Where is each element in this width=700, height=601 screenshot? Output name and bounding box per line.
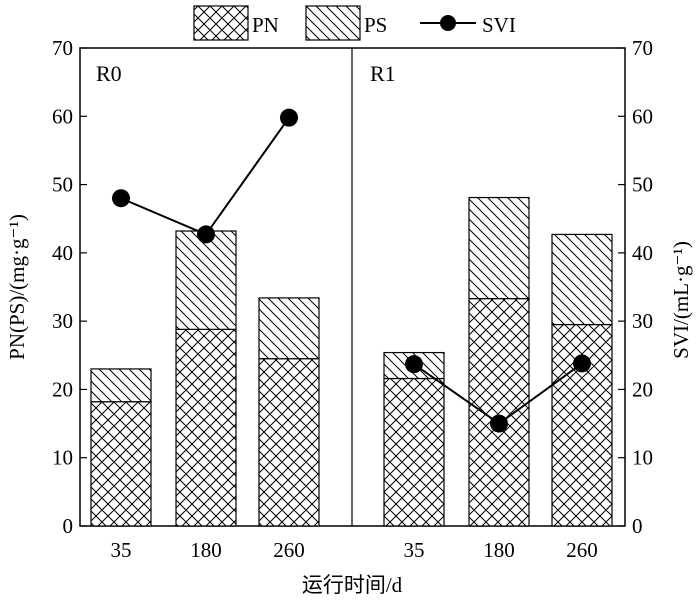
- legend-label-ps: PS: [364, 13, 387, 37]
- bar-pn: [468, 298, 530, 527]
- svi-lines: [112, 108, 591, 433]
- x-tick-label: 180: [190, 538, 222, 562]
- x-axis-label: 运行时间/d: [302, 573, 403, 597]
- svi-point: [490, 414, 508, 433]
- y-left-tick-label: 70: [52, 36, 73, 60]
- bar-ps: [468, 196, 530, 300]
- y-left-tick-label: 0: [63, 514, 74, 538]
- y-right-tick-label: 60: [632, 104, 653, 128]
- x-tick-label: 35: [404, 538, 425, 562]
- y-left-tick-label: 20: [52, 377, 73, 401]
- y-left-tick-label: 60: [52, 104, 73, 128]
- y-left-axis: 0 10 20 30 40 50 60 70: [52, 36, 87, 538]
- bar-ps: [90, 368, 152, 403]
- y-left-tick-label: 50: [52, 173, 73, 197]
- x-tick-label: 35: [111, 538, 132, 562]
- svi-point: [280, 108, 298, 127]
- legend-label-pn: PN: [252, 13, 279, 37]
- legend-swatch-ps: [305, 5, 361, 41]
- bar-pn: [175, 328, 237, 527]
- y-right-axis-label: SVI/(mL·g⁻¹): [669, 241, 693, 359]
- group-label-r0: R0: [96, 61, 122, 86]
- bar-pn: [383, 377, 445, 527]
- x-tick-label: 180: [483, 538, 515, 562]
- legend-label-svi: SVI: [482, 13, 516, 37]
- bar-pn: [258, 358, 320, 527]
- svi-point: [405, 355, 423, 374]
- y-right-tick-label: 0: [632, 514, 643, 538]
- svi-line: [120, 117, 290, 236]
- bar-ps: [258, 297, 320, 360]
- svi-point: [112, 189, 130, 208]
- y-right-tick-label: 50: [632, 173, 653, 197]
- y-left-tick-label: 30: [52, 309, 73, 333]
- y-left-tick-label: 40: [52, 241, 73, 265]
- svi-point: [197, 225, 215, 244]
- y-left-axis-label: PN(PS)/(mg·g⁻¹): [5, 214, 29, 360]
- y-right-tick-label: 40: [632, 241, 653, 265]
- y-right-tick-label: 30: [632, 309, 653, 333]
- x-tick-label: 260: [273, 538, 305, 562]
- legend: PN PS SVI: [193, 5, 516, 41]
- y-left-tick-label: 10: [52, 446, 73, 470]
- x-ticks: 35 180 260 35 180 260: [111, 538, 598, 562]
- bar-pn: [90, 401, 152, 527]
- x-tick-label: 260: [566, 538, 598, 562]
- legend-marker-svi: [440, 15, 456, 31]
- bars: [90, 196, 613, 527]
- y-right-axis: 0 10 20 30 40 50 60 70: [618, 36, 653, 538]
- bar-ps: [551, 233, 613, 326]
- y-right-tick-label: 70: [632, 36, 653, 60]
- svi-point: [573, 354, 591, 373]
- bar-ps: [175, 230, 237, 330]
- group-label-r1: R1: [370, 61, 396, 86]
- legend-swatch-pn: [193, 5, 249, 41]
- y-right-tick-label: 10: [632, 446, 653, 470]
- y-right-tick-label: 20: [632, 377, 653, 401]
